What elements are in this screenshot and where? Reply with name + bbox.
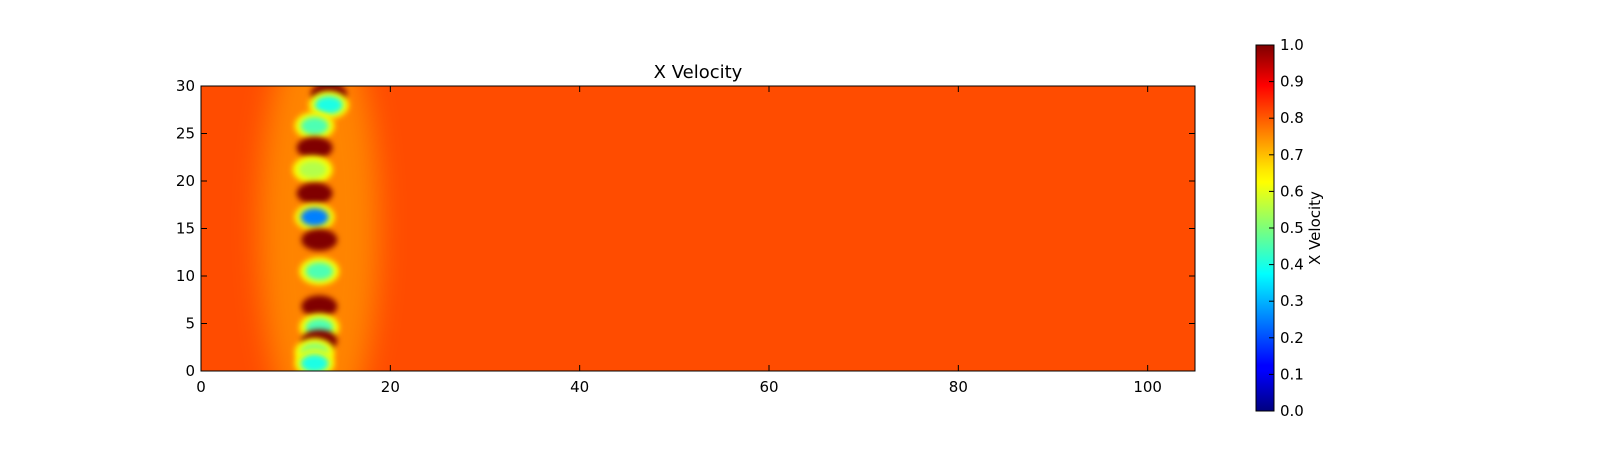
y-tick-label: 30 xyxy=(176,77,195,95)
y-tick-label: 25 xyxy=(176,125,195,143)
velocity-feature xyxy=(301,228,338,251)
colorbar-ticks: 0.0 0.1 0.2 0.3 0.4 0.5 0.6 0.7 0.8 0.9 1.0 xyxy=(1269,36,1304,420)
velocity-feature xyxy=(296,182,333,205)
feature-core xyxy=(300,116,329,135)
chart-title: X Velocity xyxy=(654,62,743,83)
colorbar-tick-label: 0.4 xyxy=(1280,256,1304,274)
feature-core xyxy=(296,136,333,159)
y-tick-label: 10 xyxy=(176,267,195,285)
colorbar-tick-label: 0.1 xyxy=(1280,365,1304,383)
colorbar-tick-label: 0.8 xyxy=(1280,109,1304,127)
x-axis: 0 20 40 60 80 100 xyxy=(196,86,1162,396)
velocity-feature xyxy=(296,136,333,159)
velocity-feature xyxy=(294,111,335,140)
velocity-feature xyxy=(292,155,333,184)
velocity-feature xyxy=(301,295,338,318)
colorbar-tick-label: 0.9 xyxy=(1280,73,1304,91)
colorbar-tick-label: 0.7 xyxy=(1280,146,1304,164)
velocity-feature xyxy=(294,203,335,232)
colorbar-tick-label: 0.5 xyxy=(1280,219,1304,237)
feature-core xyxy=(314,96,343,114)
feature-core xyxy=(298,160,327,179)
colorbar: 0.0 0.1 0.2 0.3 0.4 0.5 0.6 0.7 0.8 0.9 1.0 X Velo… xyxy=(1255,36,1324,420)
x-tick-label: 60 xyxy=(759,378,778,396)
velocity-features xyxy=(292,86,349,371)
colorbar-gradient xyxy=(1256,45,1274,411)
y-tick-label: 0 xyxy=(185,362,195,380)
velocity-feature xyxy=(294,349,335,371)
x-tick-label: 20 xyxy=(381,378,400,396)
feature-core xyxy=(300,208,329,227)
colorbar-label: X Velocity xyxy=(1306,191,1324,265)
colorbar-tick-label: 0.6 xyxy=(1280,182,1304,200)
feature-core xyxy=(301,228,338,251)
colorbar-tick-label: 0.2 xyxy=(1280,329,1304,347)
heatmap-plot-area xyxy=(201,86,1195,371)
y-axis: 0 5 10 15 20 25 30 xyxy=(176,77,1195,380)
y-tick-label: 15 xyxy=(176,220,195,238)
feature-core xyxy=(296,182,333,205)
velocity-feature xyxy=(299,257,340,286)
feature-core xyxy=(300,354,329,371)
x-tick-label: 40 xyxy=(570,378,589,396)
velocity-feature xyxy=(308,91,349,119)
colorbar-tick-label: 0.0 xyxy=(1280,402,1304,420)
x-tick-label: 100 xyxy=(1133,378,1162,396)
y-tick-label: 20 xyxy=(176,172,195,190)
feature-core xyxy=(301,295,338,318)
y-tick-label: 5 xyxy=(185,315,195,333)
x-tick-label: 80 xyxy=(949,378,968,396)
x-tick-label: 0 xyxy=(196,378,206,396)
colorbar-tick-label: 0.3 xyxy=(1280,292,1304,310)
colorbar-tick-label: 1.0 xyxy=(1280,36,1304,54)
feature-core xyxy=(305,262,334,281)
